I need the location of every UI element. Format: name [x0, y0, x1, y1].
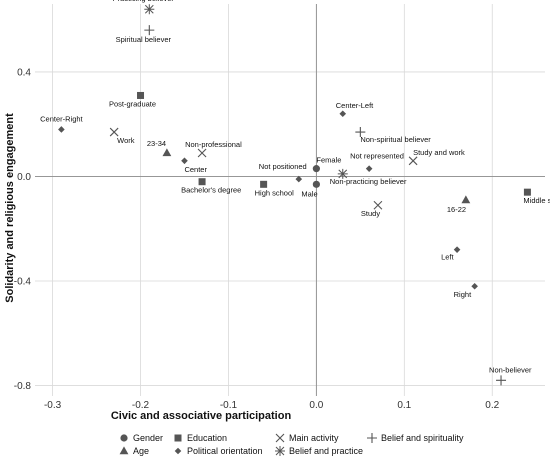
legend-label-belief-and-practice: Belief and practice — [289, 446, 363, 456]
x-tick-label: -0.3 — [44, 400, 62, 411]
point-label-23-34: 23-34 — [147, 139, 166, 148]
legend-label-main-activity: Main activity — [289, 433, 339, 443]
legend: Gender Education Main activity Belief and s… — [119, 433, 464, 456]
point-label-study-and-work: Study and work — [413, 148, 465, 157]
point-spiritual-believer — [144, 25, 155, 36]
legend-label-belief-and-spirituality: Belief and spirituality — [381, 433, 464, 443]
point-high-school — [260, 180, 268, 188]
point-left — [453, 246, 461, 253]
point-center-right — [58, 126, 65, 133]
point-non-professional — [197, 148, 207, 158]
x-tick-label: 0.2 — [485, 400, 499, 411]
x-axis-title: Civic and associative participation — [111, 410, 292, 422]
point-label-spiritual-believer: Spiritual believer — [116, 35, 172, 44]
legend-marker-belief-and-practice — [275, 446, 285, 456]
axes: -0.3 -0.2 -0.1 0.0 0.1 0.2 -0.8 -0.4 0.0 0.4 — [14, 67, 500, 411]
point-label-not-positioned: Not positioned — [259, 162, 307, 171]
point-label-female: Female — [316, 156, 341, 165]
point-label-16-22: 16-22 — [447, 205, 466, 214]
point-middle-school — [523, 188, 531, 196]
point-label-left: Left — [441, 253, 454, 262]
x-tick-label: 0.1 — [397, 400, 411, 411]
point-label-non-practicing-believer: Non-practicing believer — [330, 177, 407, 186]
point-center-left — [339, 110, 347, 118]
point-right — [471, 282, 478, 290]
point-label-high-school: High school — [255, 188, 295, 197]
point-post-graduate — [137, 91, 145, 99]
point-label-non-professional: Non-professional — [185, 140, 242, 149]
legend-label-age: Age — [133, 446, 149, 456]
point-work — [109, 127, 119, 137]
point-study-and-work — [408, 156, 418, 166]
legend-marker-political-orientation — [174, 447, 182, 455]
point-practicing-believer — [144, 4, 155, 15]
point-male — [312, 180, 320, 188]
legend-marker-education — [174, 434, 182, 442]
point-center — [181, 157, 188, 165]
point-labels: Female Male 23-34 16-22 Post-graduate Bachelo… — [40, 0, 550, 374]
reference-lines — [35, 4, 545, 396]
x-tick-label: 0.0 — [309, 400, 323, 411]
legend-label-political-orientation: Political orientation — [187, 446, 263, 456]
point-label-bachelor-s-degree: Bachelor's degree — [181, 186, 241, 195]
point-23-34 — [162, 148, 172, 157]
data-points — [58, 4, 531, 386]
y-axis-title: Solidarity and religious engagement — [4, 113, 16, 303]
legend-marker-main-activity — [275, 433, 285, 443]
point-16-22 — [461, 195, 471, 204]
y-tick-label: 0.4 — [17, 67, 31, 78]
x-tick-label: -0.2 — [132, 400, 150, 411]
point-label-center-left: Center-Left — [336, 101, 374, 110]
legend-marker-belief-and-spirituality — [367, 433, 377, 443]
point-label-post-graduate: Post-graduate — [109, 99, 156, 108]
y-tick-label: -0.4 — [14, 277, 32, 288]
point-label-not-represented: Not represented — [350, 152, 404, 161]
point-label-study: Study — [361, 209, 380, 218]
point-label-male: Male — [301, 189, 317, 198]
legend-label-education: Education — [187, 433, 227, 443]
point-label-practicing-believer: Practicing believer — [113, 0, 175, 3]
point-not-represented — [365, 165, 373, 172]
point-label-center: Center — [184, 165, 207, 174]
point-label-center-right: Center-Right — [40, 114, 83, 123]
x-tick-label: -0.1 — [220, 400, 238, 411]
point-not-positioned — [295, 175, 303, 183]
point-label-middle-school: Middle school — [523, 196, 550, 205]
point-label-non-believer: Non-believer — [489, 365, 532, 374]
point-label-non-spiritual-believer: Non-spiritual believer — [360, 135, 431, 144]
point-non-practicing-believer — [337, 168, 348, 179]
legend-label-gender: Gender — [133, 433, 163, 443]
y-tick-label: -0.8 — [14, 381, 32, 392]
point-non-spiritual-believer — [355, 127, 366, 138]
point-study — [373, 200, 383, 210]
legend-marker-age — [119, 446, 129, 455]
point-label-right: Right — [454, 290, 472, 299]
point-label-work: Work — [117, 136, 135, 145]
legend-marker-gender — [120, 434, 128, 442]
point-non-believer — [496, 375, 507, 386]
point-bachelor-s-degree — [198, 178, 206, 186]
point-female — [312, 165, 320, 173]
y-tick-label: 0.0 — [17, 172, 31, 183]
